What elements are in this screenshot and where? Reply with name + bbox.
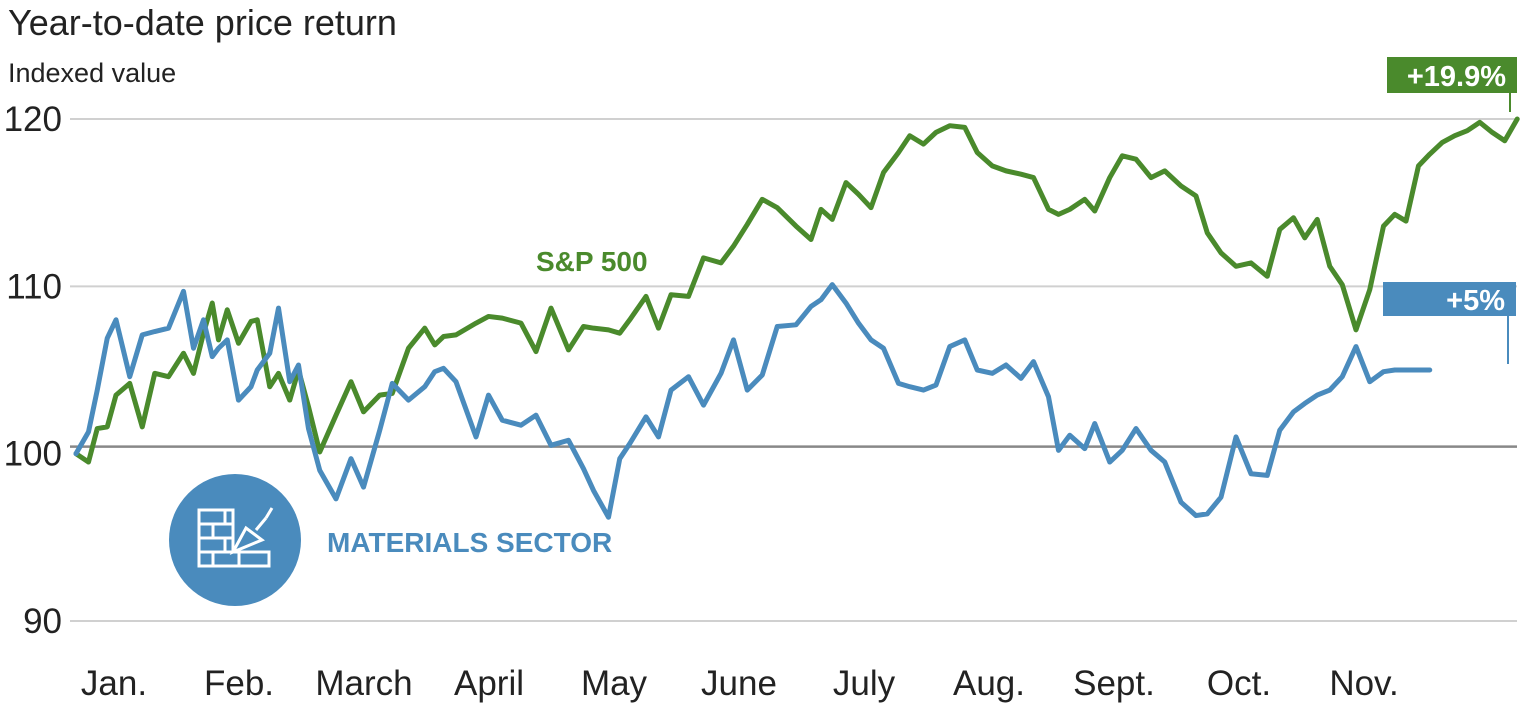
y-tick-label-110: 110 bbox=[6, 267, 62, 306]
x-axis-tick-labels: Jan. Feb. March April May June July Aug. Sept. Oc… bbox=[81, 664, 1399, 703]
sp500-end-badge: +19.9% bbox=[1387, 57, 1517, 112]
materials-end-value: +5% bbox=[1446, 285, 1505, 317]
x-tick-label: Feb. bbox=[204, 664, 274, 703]
y-tick-label-90: 90 bbox=[23, 602, 62, 641]
x-tick-label: May bbox=[581, 664, 648, 703]
x-tick-label: Sept. bbox=[1073, 664, 1155, 703]
series-lines bbox=[73, 116, 1520, 520]
x-tick-label: June bbox=[701, 664, 777, 703]
series-line-materials bbox=[73, 282, 1433, 520]
series-line-sp500 bbox=[73, 116, 1520, 465]
x-tick-label: Jan. bbox=[81, 664, 147, 703]
y-tick-label-100: 100 bbox=[4, 435, 62, 474]
materials-series-label: MATERIALS SECTOR bbox=[327, 527, 612, 558]
chart-subtitle: Indexed value bbox=[8, 58, 176, 88]
sp500-series-label: S&P 500 bbox=[536, 246, 648, 277]
sp500-end-value: +19.9% bbox=[1407, 61, 1506, 93]
materials-end-badge: +5% bbox=[1383, 282, 1516, 364]
x-tick-label: Oct. bbox=[1207, 664, 1271, 703]
y-axis-tick-labels: 90 100 110 120 bbox=[4, 100, 62, 641]
y-tick-label-120: 120 bbox=[4, 100, 62, 139]
chart-title: Year-to-date price return bbox=[8, 2, 397, 43]
x-tick-label: April bbox=[454, 664, 524, 703]
x-tick-label: Aug. bbox=[953, 664, 1025, 703]
x-tick-label: Nov. bbox=[1329, 664, 1398, 703]
x-tick-label: March bbox=[315, 664, 412, 703]
x-tick-label: July bbox=[833, 664, 896, 703]
brick-wall-trowel-icon bbox=[169, 474, 301, 606]
